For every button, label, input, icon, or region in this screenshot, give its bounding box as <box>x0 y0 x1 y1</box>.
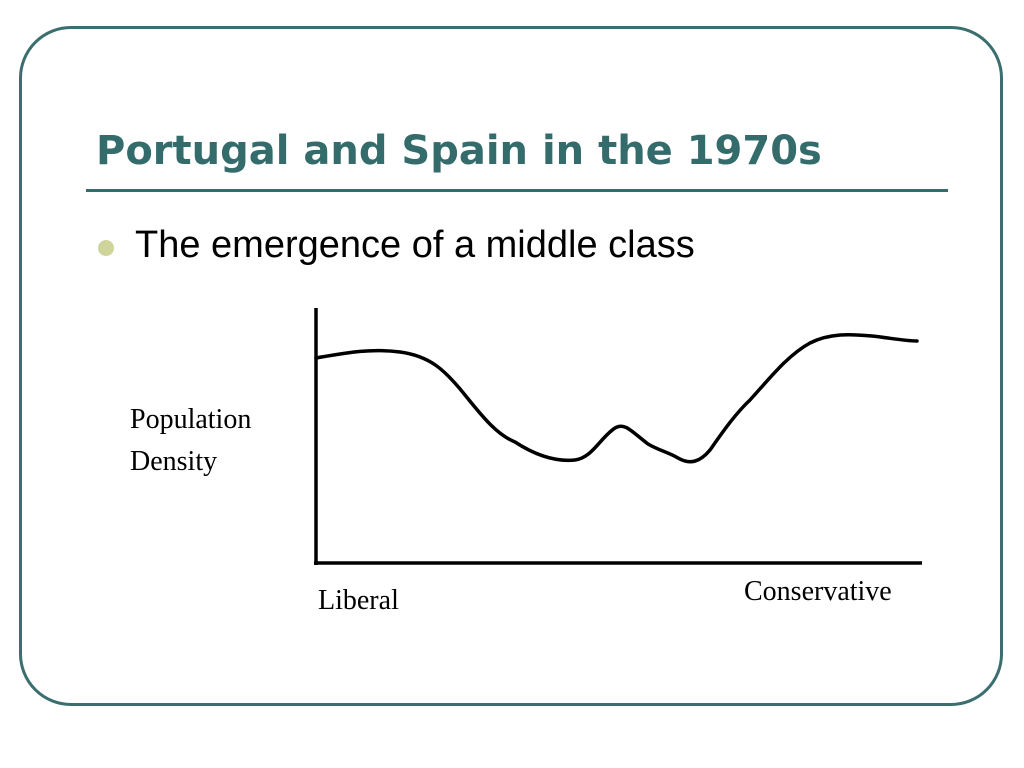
title-underline <box>86 189 948 192</box>
slide-frame <box>19 26 1003 706</box>
x-axis-label-liberal: Liberal <box>318 585 399 616</box>
y-axis-label-line1: Population <box>130 404 251 435</box>
slide-title: Portugal and Spain in the 1970s <box>96 128 822 174</box>
y-axis-label-line2: Density <box>130 446 217 477</box>
bullet-text: The emergence of a middle class <box>135 224 695 266</box>
bullet-dot-icon <box>98 239 114 256</box>
x-axis-label-conservative: Conservative <box>744 576 892 607</box>
bullet-item: The emergence of a middle class <box>98 224 695 267</box>
density-curve <box>314 332 919 464</box>
